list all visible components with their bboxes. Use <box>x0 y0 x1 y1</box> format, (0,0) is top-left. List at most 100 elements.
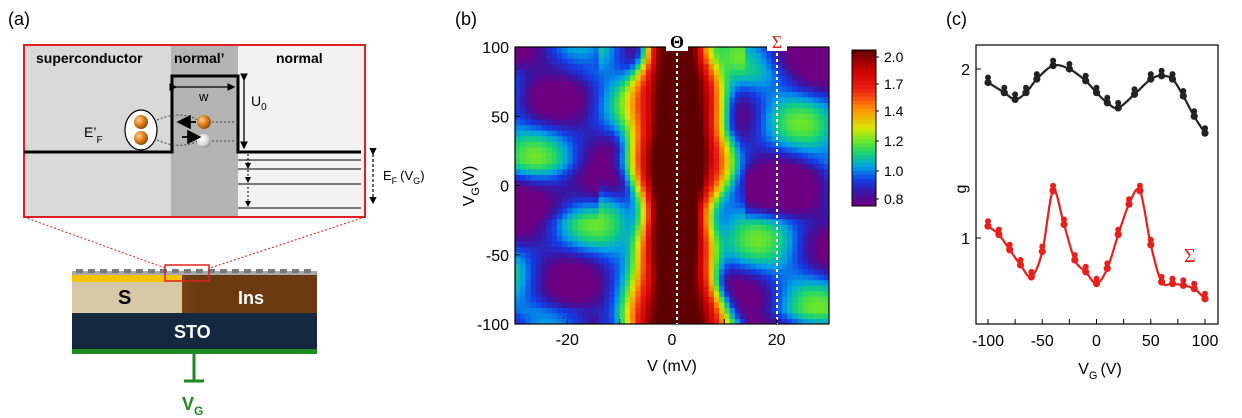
heatmap-cell <box>546 285 553 292</box>
heatmap-cell <box>755 268 762 275</box>
heatmap-cell <box>760 218 767 225</box>
heatmap-cell <box>572 157 579 164</box>
heatmap-cell <box>719 174 725 181</box>
heatmap-cell <box>682 318 689 324</box>
heatmap-cell <box>745 91 752 98</box>
heatmap-cell <box>619 307 626 314</box>
heatmap-cell <box>823 74 829 81</box>
heatmap-cell <box>776 80 783 87</box>
heatmap-cell <box>708 213 715 220</box>
heatmap-cell <box>630 91 636 98</box>
heatmap-cell <box>598 113 605 120</box>
heatmap-cell <box>645 235 652 242</box>
heatmap-cell <box>624 218 631 225</box>
heatmap-cell <box>619 251 626 259</box>
heatmap-cell <box>609 80 616 87</box>
heatmap-cell <box>813 58 820 65</box>
heatmap-cell <box>703 74 710 81</box>
heatmap-cell <box>630 285 636 292</box>
heatmap-cell <box>619 240 626 248</box>
heatmap-cell <box>797 285 804 292</box>
heatmap-cell <box>776 163 783 170</box>
colorbar-segment <box>852 167 876 172</box>
heatmap-cell <box>755 207 762 214</box>
sigma-series-point <box>1050 182 1057 189</box>
black-series-point <box>1180 88 1187 94</box>
colorbar-tick-label: 1.0 <box>884 163 904 179</box>
heatmap-cell <box>776 85 783 92</box>
heatmap-cell <box>624 191 631 198</box>
heatmap-cell <box>656 179 663 187</box>
heatmap-cell <box>719 85 725 92</box>
heatmap-cell <box>562 113 568 120</box>
heatmap-cell <box>645 58 652 65</box>
heatmap-cell <box>661 251 668 259</box>
heatmap-cell <box>525 168 532 176</box>
heatmap-cell <box>766 185 773 192</box>
ins-label: Ins <box>238 288 264 308</box>
black-series-point <box>1001 84 1008 91</box>
heatmap-cell <box>562 141 568 148</box>
heatmap-cell <box>635 251 642 259</box>
heatmap-cell <box>734 119 741 126</box>
heatmap-cell <box>551 202 558 209</box>
heatmap-cell <box>666 202 673 209</box>
heatmap-cell <box>823 218 829 225</box>
heatmap-cell <box>619 47 626 54</box>
top-layer <box>72 271 317 275</box>
heatmap-cell <box>687 80 694 87</box>
heatmap-cell <box>535 235 542 242</box>
heatmap-cell <box>745 163 752 170</box>
heatmap-cell <box>609 141 616 148</box>
heatmap-cell <box>630 268 636 275</box>
heatmap-cell <box>546 229 553 236</box>
heatmap-cell <box>797 268 804 275</box>
heatmap-cell <box>583 285 589 292</box>
heatmap-cell <box>630 47 636 54</box>
heatmap-cell <box>813 124 820 131</box>
heatmap-cell <box>802 141 809 148</box>
heatmap-cell <box>651 96 657 103</box>
colorbar-segment <box>852 159 876 164</box>
heatmap-cell <box>556 85 563 92</box>
heatmap-cell <box>760 85 767 92</box>
heatmap-cell <box>614 307 621 314</box>
colorbar-segment <box>852 89 876 94</box>
heatmap-cell <box>677 202 684 209</box>
heatmap-cell <box>515 52 521 59</box>
heatmap-cell <box>572 124 579 131</box>
heatmap-cell <box>687 102 694 109</box>
heatmap-cell <box>661 91 668 98</box>
heatmap-cell <box>750 96 757 103</box>
heatmap-cell <box>677 307 684 314</box>
heatmap-cell <box>745 107 752 115</box>
heatmap-cell <box>760 174 767 181</box>
heatmap-cell <box>593 191 600 198</box>
heatmap-cell <box>797 163 804 170</box>
heatmap-cell <box>672 179 678 187</box>
heatmap-cell <box>603 74 610 81</box>
heatmap-cell <box>619 119 626 126</box>
heatmap-cell <box>562 257 568 264</box>
sigma-label-bg <box>767 33 787 51</box>
heatmap-cell <box>619 168 626 176</box>
heatmap-cell <box>645 157 652 164</box>
heatmap-cell <box>802 274 809 281</box>
heatmap-cell <box>546 268 553 275</box>
heatmap-cell <box>666 157 673 164</box>
heatmap-cell <box>708 301 715 308</box>
heatmap-cell <box>562 174 568 181</box>
heatmap-cell <box>729 251 736 259</box>
heatmap-cell <box>572 290 579 297</box>
heatmap-cell <box>520 263 527 270</box>
heatmap-cell <box>551 290 558 297</box>
heatmap-cell <box>556 207 563 214</box>
heatmap-cell <box>556 113 563 120</box>
heatmap-cell <box>598 74 605 81</box>
sigma-series-point <box>1180 277 1187 284</box>
heatmap-cell <box>614 107 621 115</box>
heatmap-cell <box>583 191 589 198</box>
heatmap-cell <box>698 47 704 54</box>
heatmap-cell <box>598 240 605 248</box>
heatmap-cell <box>593 246 600 253</box>
